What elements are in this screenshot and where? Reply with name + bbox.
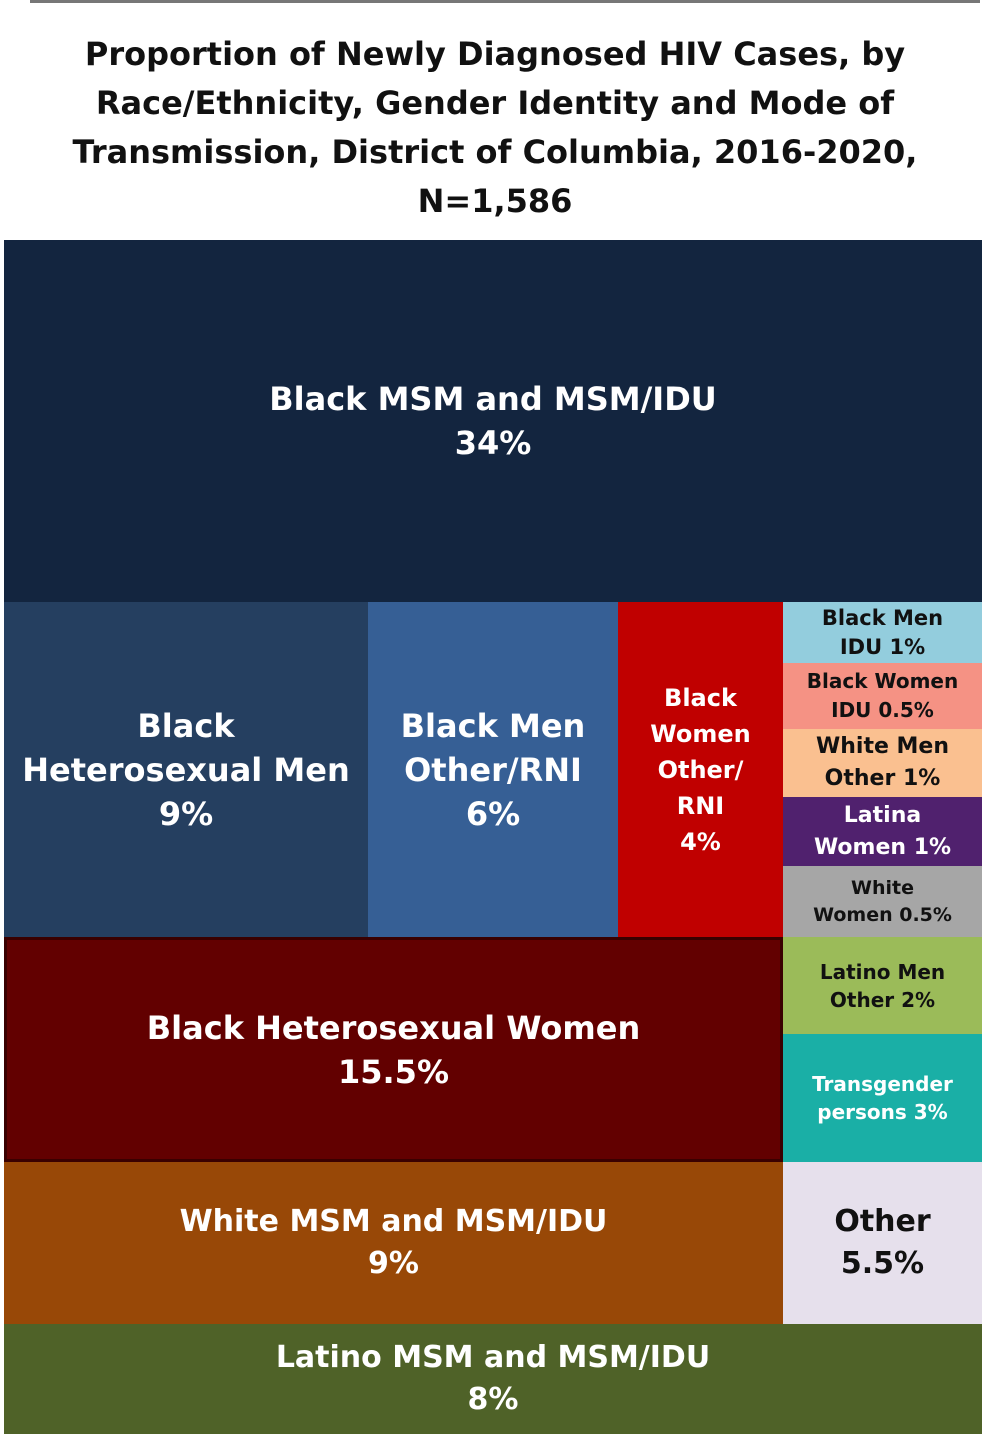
- treemap-label-line: Other 1%: [824, 766, 941, 791]
- treemap-label-line: Other/: [657, 755, 744, 784]
- title-line-2: Race/Ethnicity, Gender Identity and Mode…: [95, 84, 895, 122]
- treemap-label-line: White: [851, 876, 914, 899]
- treemap-label-white-women: White Women 0.5%: [813, 875, 952, 929]
- treemap-label-line: 9%: [158, 794, 214, 833]
- treemap-label-line: 4%: [680, 827, 721, 856]
- treemap-label-line: White Men: [815, 734, 950, 759]
- treemap-label-line: 15.5%: [337, 1052, 449, 1091]
- treemap-label-line: Heterosexual Men: [22, 750, 350, 789]
- treemap-cell-black-women-other: Black Women Other/RNI 4%: [618, 602, 783, 937]
- treemap-label-line: Black Men: [821, 605, 944, 630]
- treemap-cell-other: Other 5.5%: [783, 1162, 982, 1324]
- treemap-label-white-msm: White MSM and MSM/IDU 9%: [180, 1201, 608, 1285]
- treemap-cell-black-women-idu: Black Women IDU 0.5%: [783, 663, 982, 729]
- treemap-label-line: Women 1%: [813, 834, 952, 860]
- treemap-label-line: Black MSM and MSM/IDU: [269, 380, 717, 418]
- treemap-label-line: persons 3%: [817, 1100, 948, 1124]
- treemap-label-white-men-other: White Men Other 1%: [816, 731, 949, 795]
- treemap-label-line: 6%: [465, 794, 521, 833]
- top-rule: [30, 0, 980, 3]
- treemap-cell-white-men-other: White Men Other 1%: [783, 729, 982, 797]
- treemap-cell-black-men-other: Black Men Other/RNI 6%: [368, 602, 618, 937]
- treemap-label-line: Latino MSM and MSM/IDU: [275, 1340, 711, 1375]
- chart-title: Proportion of Newly Diagnosed HIV Cases,…: [20, 30, 970, 226]
- treemap-label-line: IDU 0.5%: [831, 698, 934, 722]
- treemap-cell-transgender: Transgender persons 3%: [783, 1034, 982, 1162]
- treemap-label-black-women-other: Black Women Other/RNI 4%: [650, 680, 750, 860]
- treemap-label-black-men-idu: Black Men IDU 1%: [822, 604, 943, 662]
- treemap-label-latino-msm: Latino MSM and MSM/IDU 8%: [276, 1337, 710, 1421]
- treemap-cell-white-msm: White MSM and MSM/IDU 9%: [4, 1162, 783, 1324]
- treemap-label-line: Other 2%: [829, 987, 936, 1012]
- treemap-label-line: Other/RNI: [404, 750, 582, 789]
- treemap-label-latina-women: Latina Women 1%: [814, 800, 951, 864]
- treemap-label-line: 8%: [467, 1382, 519, 1417]
- treemap-label-line: 34%: [454, 424, 532, 462]
- treemap-cell-latino-men-other: Latino Men Other 2%: [783, 937, 982, 1034]
- treemap-label-line: Black Men: [400, 706, 586, 745]
- treemap-label-line: IDU 1%: [839, 634, 926, 659]
- treemap-label-black-men-other: Black Men Other/RNI 6%: [401, 704, 586, 836]
- treemap-label-line: Transgender: [812, 1072, 953, 1096]
- treemap-label-line: Women 0.5%: [813, 903, 952, 926]
- treemap-label-line: Black: [137, 706, 235, 745]
- treemap-label-black-msm: Black MSM and MSM/IDU 34%: [269, 377, 717, 465]
- treemap-label-line: Other: [834, 1204, 931, 1239]
- treemap-cell-black-men-idu: Black Men IDU 1%: [783, 602, 982, 663]
- treemap-label-line: 5.5%: [840, 1246, 925, 1281]
- treemap-label-transgender: Transgender persons 3%: [812, 1070, 953, 1126]
- treemap-label-line: 9%: [368, 1246, 419, 1281]
- treemap-label-black-het-women: Black Heterosexual Women 15.5%: [147, 1006, 640, 1094]
- treemap-label-line: RNI: [676, 791, 725, 820]
- title-line-4: N=1,586: [417, 182, 573, 220]
- treemap-label-latino-men-other: Latino Men Other 2%: [820, 958, 945, 1014]
- treemap-cell-black-het-women: Black Heterosexual Women 15.5%: [4, 937, 783, 1162]
- treemap-cell-black-msm: Black MSM and MSM/IDU 34%: [4, 240, 982, 602]
- treemap-label-line: Black: [664, 683, 737, 712]
- treemap-label-line: Latino Men: [819, 959, 946, 984]
- treemap-label-black-het-men: Black Heterosexual Men 9%: [22, 704, 349, 836]
- title-line-1: Proportion of Newly Diagnosed HIV Cases,…: [84, 35, 906, 73]
- treemap-cell-latino-msm: Latino MSM and MSM/IDU 8%: [4, 1324, 982, 1434]
- treemap-label-line: Black Heterosexual Women: [146, 1008, 641, 1047]
- treemap-label-line: Latina: [843, 802, 922, 828]
- treemap-label-black-women-idu: Black Women IDU 0.5%: [807, 667, 958, 725]
- treemap-cell-latina-women: Latina Women 1%: [783, 797, 982, 866]
- treemap-cell-white-women: White Women 0.5%: [783, 866, 982, 937]
- treemap-cell-black-het-men: Black Heterosexual Men 9%: [4, 602, 368, 937]
- treemap-label-line: Black Women: [806, 669, 959, 693]
- title-line-3: Transmission, District of Columbia, 2016…: [72, 133, 918, 171]
- treemap-label-other: Other 5.5%: [834, 1201, 930, 1285]
- treemap-label-line: White MSM and MSM/IDU: [179, 1204, 608, 1239]
- treemap-label-line: Women: [650, 719, 751, 748]
